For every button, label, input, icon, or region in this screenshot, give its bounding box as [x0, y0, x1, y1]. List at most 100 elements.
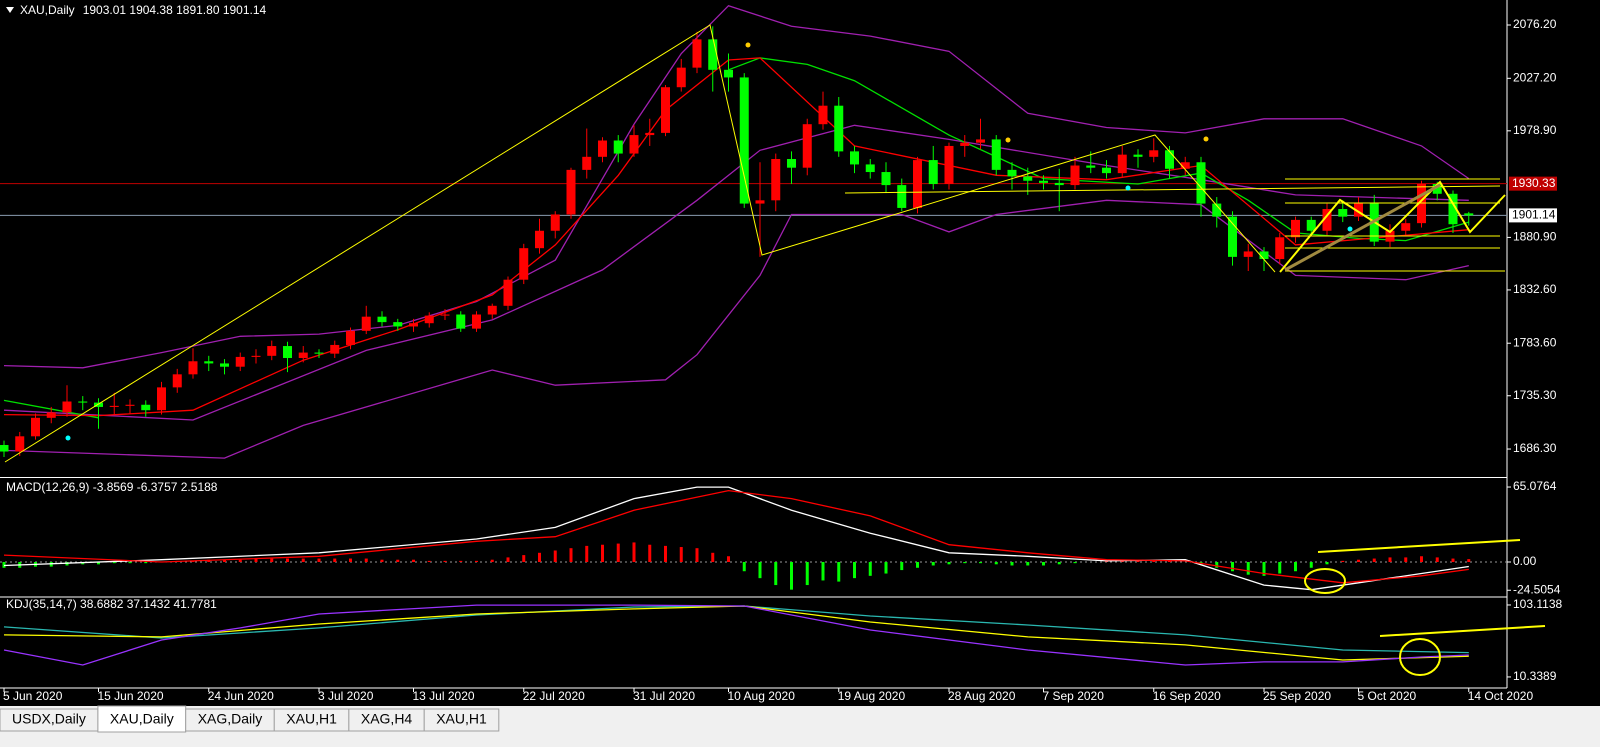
macd-bar	[1010, 562, 1014, 566]
macd-bar	[994, 562, 998, 565]
y-tick-label: 1978.90	[1513, 123, 1557, 137]
x-tick-label: 24 Jun 2020	[208, 689, 274, 703]
channel-line	[1284, 183, 1441, 272]
macd-bar	[1246, 562, 1250, 575]
macd-bar	[301, 558, 305, 563]
macd-bar	[758, 562, 762, 579]
macd-bar	[333, 558, 337, 563]
candle-body	[1417, 184, 1426, 224]
macd-bar	[1026, 562, 1030, 566]
candle-body	[157, 387, 166, 411]
drawings	[4, 24, 1546, 676]
candle-body	[1117, 154, 1127, 174]
candle-body	[1054, 182, 1064, 186]
candle-body	[409, 323, 418, 327]
candle-body	[692, 39, 702, 68]
candle-body	[661, 87, 670, 133]
price-label: 1930.33	[1512, 176, 1556, 190]
candle-body	[1007, 169, 1017, 177]
candle-body	[1133, 154, 1143, 157]
x-tick-label: 10 Aug 2020	[728, 689, 796, 703]
tab[interactable]: XAG,H4	[348, 708, 425, 732]
candle-body	[503, 279, 513, 306]
candle-body	[1023, 176, 1033, 181]
candle-body	[235, 356, 245, 367]
tab-label: XAG,Daily	[198, 711, 263, 727]
candle-body	[976, 139, 985, 143]
candle-body	[251, 355, 261, 357]
candle-body	[535, 230, 544, 249]
candle-body	[361, 316, 371, 331]
y-tick-label: 65.0764	[1513, 479, 1557, 493]
candle-body	[172, 374, 182, 388]
candle-body	[1275, 237, 1285, 260]
macd-bar	[538, 552, 541, 563]
candle-body	[1322, 209, 1332, 231]
macd-bar	[317, 558, 321, 563]
candle-body	[298, 352, 308, 359]
candle-body	[1196, 162, 1206, 204]
x-tick-label: 3 Jul 2020	[318, 689, 374, 703]
y-tick-label: 1783.60	[1513, 335, 1557, 349]
macd-bar	[790, 562, 793, 590]
macd-bar	[1168, 560, 1171, 563]
macd-bar	[774, 562, 778, 586]
candle-body	[1070, 165, 1080, 186]
tab[interactable]: XAU,H1	[273, 708, 350, 732]
indicator-line	[3, 4, 1470, 369]
candle-body	[1259, 251, 1269, 260]
candle-body	[1149, 150, 1159, 157]
tab[interactable]: XAG,Daily	[185, 708, 275, 732]
indicator-line	[3, 604, 1469, 666]
x-tick-label: 5 Jun 2020	[3, 689, 63, 703]
macd-bar	[270, 558, 274, 563]
candle-body	[1291, 219, 1300, 238]
macd-bar	[1120, 560, 1124, 563]
macd-bar	[443, 560, 447, 563]
macd-bar	[1404, 557, 1408, 563]
macd-bar	[1294, 562, 1297, 572]
candle-body	[393, 322, 403, 327]
macd-bar	[1042, 562, 1045, 566]
macd-bar	[254, 558, 258, 563]
macd-bar	[1435, 557, 1439, 563]
chart-header: XAU,Daily 1903.01 1904.38 1891.80 1901.14	[20, 3, 267, 17]
macd-bar	[1262, 562, 1266, 576]
candle-body	[724, 69, 733, 78]
tab[interactable]: USDX,Daily	[0, 708, 99, 732]
x-tick-label: 16 Sep 2020	[1153, 689, 1221, 703]
candle-body	[834, 105, 844, 152]
macd-bar	[349, 558, 352, 563]
dot	[1347, 226, 1353, 232]
candle-body	[850, 151, 859, 165]
candle-body	[46, 412, 56, 418]
candle-body	[708, 39, 718, 70]
candle-body	[613, 140, 623, 154]
candle-body	[881, 172, 891, 186]
signal-dots	[65, 42, 1353, 441]
macd-bar	[412, 559, 415, 563]
candle-body	[1306, 219, 1316, 231]
candle-body	[1212, 203, 1222, 217]
macd-bar	[1451, 558, 1455, 563]
candle-body	[487, 305, 497, 315]
macd-bar	[522, 555, 526, 563]
macd-bar	[648, 544, 652, 563]
macd-bar	[1467, 559, 1471, 563]
candle-body	[582, 156, 592, 170]
ohlc-values: 1903.01 1904.38 1891.80 1901.14	[83, 3, 267, 17]
x-tick-label: 19 Aug 2020	[838, 689, 906, 703]
macd-bar	[506, 557, 510, 563]
candle-body	[314, 352, 324, 354]
tab-label: XAU,H1	[286, 711, 337, 727]
macd-bar	[1372, 558, 1376, 563]
macd-bar	[128, 562, 132, 564]
macd-bar	[616, 543, 620, 563]
candle-body	[1165, 150, 1174, 169]
tab[interactable]: XAU,H1	[423, 708, 500, 732]
macd-bar	[711, 552, 715, 563]
candle-body	[94, 402, 103, 407]
y-tick-label: 2027.20	[1513, 70, 1557, 84]
tab[interactable]: XAU,Daily	[97, 705, 187, 733]
y-tick-label: 1832.60	[1513, 282, 1557, 296]
